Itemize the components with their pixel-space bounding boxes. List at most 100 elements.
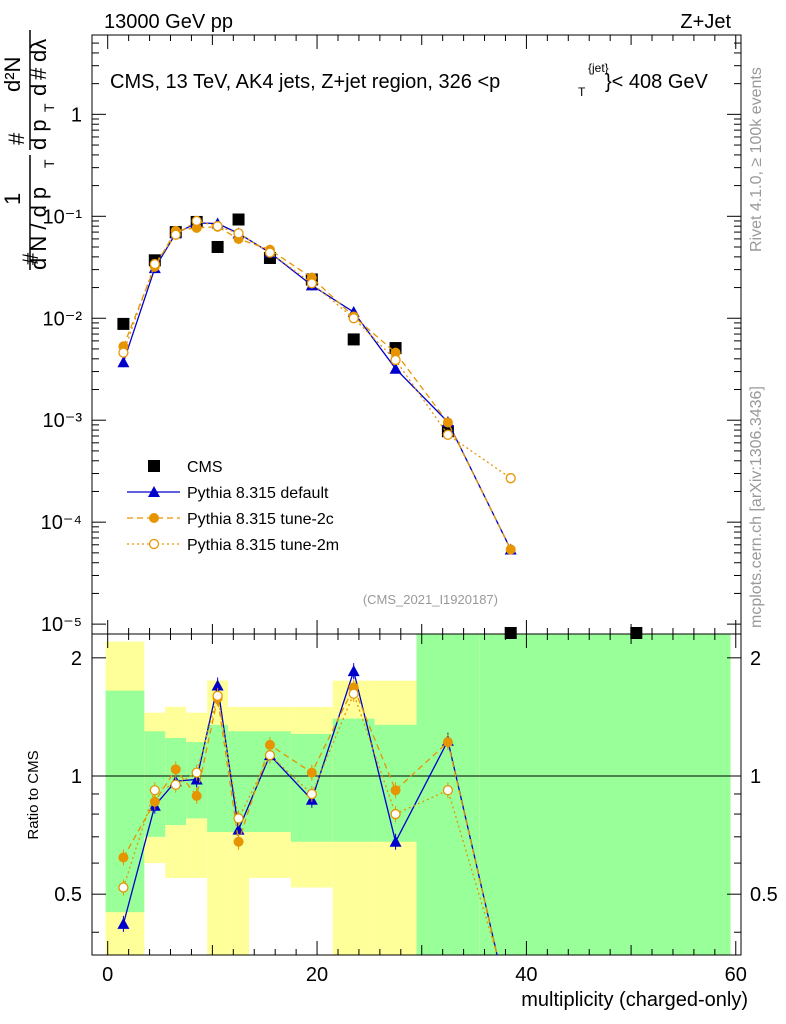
point-pythia-8-315-tune-2m-4 [212,221,223,232]
title-subscript: T [578,85,586,99]
main-y-tick-label: 10⁻³ [43,410,83,432]
ratio-point-2-7 [306,788,317,800]
main-y-tick-label: 1 [71,104,82,126]
series-line-3 [122,220,512,479]
main-series [117,213,643,639]
point-pythia-8-315-tune-2m-0 [118,347,129,358]
svg-text:1: 1 [0,193,25,205]
ratio-series [117,663,498,956]
ratio-point-1-6 [264,739,275,750]
svg-text:CMS, 13 TeV, AK4 jets, Z+jet r: CMS, 13 TeV, AK4 jets, Z+jet region, 326… [110,71,500,93]
ratio-point-2-6 [264,750,276,761]
title-superscript: {jet} [588,61,609,75]
ratio-point-2-4 [212,690,223,702]
point-cms-8 [347,333,360,346]
ratio-point-1-9 [390,785,401,796]
ratio-point-1-2 [170,764,181,775]
x-tick-label: 60 [725,964,747,986]
svg-text:d²N: d²N [0,57,25,92]
header-right: Z+Jet [680,11,731,33]
x-tick-label: 0 [102,964,113,986]
point-pythia-8-315-tune-2c-11 [505,544,516,555]
legend-marker-0 [148,460,160,472]
ratio-point-2-1 [149,785,160,796]
ratio-point-1-1 [149,796,160,807]
ratio-frame [91,633,742,956]
legend-label-1: Pythia 8.315 default [187,485,329,502]
svg-text:d p: d p [26,119,51,150]
ratio-point-1-3 [191,790,202,801]
svg-text:d N / d p: d N / d p [26,187,51,270]
point-cms-4 [211,240,224,253]
ratio-point-0-9 [389,835,402,847]
main-y-tick-label: 10⁻² [43,308,83,330]
ratio-point-0-4 [211,679,224,691]
point-pythia-8-315-tune-2m-6 [264,247,276,258]
point-pythia-8-315-tune-2m-7 [306,278,317,289]
svg-text:T: T [41,103,57,112]
ratio-point-2-0 [118,882,129,893]
main-y-tick-label: 10⁻¹ [43,206,83,228]
ratio-line-1 [122,685,498,956]
ratio-axes: 0 20 40 60 2 2 1 1 0.5 0.5 [54,633,778,986]
ratio-point-2-10 [442,785,454,796]
ratio-point-1-7 [306,767,317,778]
stat-band-5 [228,731,250,833]
chart-title: CMS, 13 TeV, AK4 jets, Z+jet region, 326… [110,61,709,99]
x-axis-label: multiplicity (charged-only) [521,989,748,1011]
legend-label-0: CMS [187,459,223,476]
main-ylabel: # 1 d N / d p T # d²N d p T d # dλ [0,30,57,270]
main-axes: 1 10⁻¹ 10⁻² 10⁻³ 10⁻⁴ 10⁻⁵ [41,34,742,636]
svg-text:#: # [26,67,51,80]
point-cms-0 [117,317,130,330]
ratio-y-tick-label: 1 [71,766,82,788]
ratio-point-1-5 [233,836,244,847]
point-cms-5 [232,213,245,226]
title-end: }< 408 GeV [605,71,709,93]
ratio-y-tick-label-right: 1 [750,766,761,788]
svg-text:d: d [26,84,51,96]
point-pythia-8-315-tune-2c-10 [442,417,453,428]
ratio-ylabel: Ratio to CMS [25,750,42,839]
point-pythia-8-315-default-9 [389,362,402,374]
ratio-y-tick-label-right: 0.5 [750,884,778,906]
stat-band-4 [207,724,229,833]
analysis-label: (CMS_2021_I1920187) [363,592,498,607]
ratio-point-1-0 [118,852,129,863]
ratio-point-2-8 [348,688,359,699]
header-left: 13000 GeV pp [104,11,233,33]
point-pythia-8-315-tune-2c-9 [390,347,401,358]
ratio-point-0-8 [347,665,360,677]
ratio-point-2-3 [191,767,202,778]
series-line-1 [122,222,512,550]
rivet-label: Rivet 4.1.0, ≥ 100k events [748,67,765,252]
ratio-point-2-5 [233,813,244,824]
ratio-point-2-9 [390,808,401,820]
main-y-tick-label: 10⁻⁵ [41,614,82,636]
main-y-tick-label: 10⁻⁴ [41,512,82,534]
point-pythia-8-315-default-0 [117,356,130,368]
ratio-point-0-0 [117,917,130,929]
point-cms-6 [263,251,276,264]
point-pythia-8-315-tune-2m-3 [191,215,202,227]
point-pythia-8-315-tune-2m-8 [348,313,359,324]
svg-text:dλ: dλ [26,39,51,62]
ratio-y-tick-label-right: 2 [750,648,761,670]
point-cms-11 [504,627,517,639]
x-tick-label: 40 [515,964,537,986]
legend: CMS Pythia 8.315 default Pythia 8.315 tune… [127,459,339,554]
x-tick-label: 20 [306,964,328,986]
stat-band-8 [332,718,375,842]
point-cms-12 [630,627,643,639]
svg-text:T: T [41,159,57,168]
point-pythia-8-315-tune-2m-5 [233,228,244,239]
legend-marker-2 [149,513,159,523]
point-pythia-8-315-tune-2m-2 [170,229,181,240]
ratio-y-tick-label: 2 [71,648,82,670]
legend-label-2: Pythia 8.315 tune-2c [187,511,334,528]
stat-band-11 [479,634,731,955]
point-pythia-8-315-tune-2m-9 [390,354,401,366]
ratio-point-1-10 [442,737,453,748]
point-pythia-8-315-tune-2m-11 [505,473,516,484]
